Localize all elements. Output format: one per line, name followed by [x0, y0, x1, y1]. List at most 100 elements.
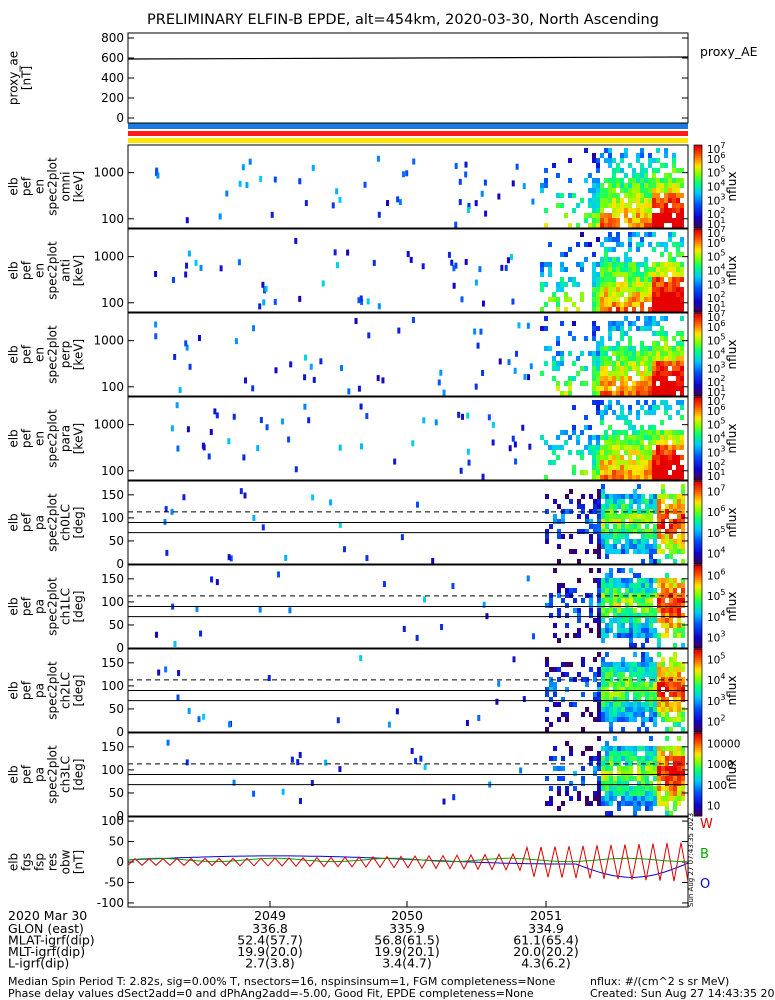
cell-pa-ch0: [637, 504, 641, 509]
ylabel-en-para-3: spec2plot: [46, 409, 60, 468]
cell-en-para: [616, 470, 620, 475]
cell-pa-ch3: [565, 741, 569, 746]
cell-en-anti: [672, 272, 676, 277]
cell-pa-ch0: [182, 494, 186, 501]
cell-pa-ch0: [665, 544, 669, 549]
cell-en-para: [608, 425, 612, 430]
cell-en-perp: [676, 371, 680, 376]
cell-pa-ch0: [681, 534, 685, 539]
cell-pa-ch2: [613, 672, 617, 677]
cell-en-perp: [680, 341, 684, 346]
cell-pa-ch3: [281, 788, 285, 795]
cell-pa-ch3: [645, 756, 649, 761]
cell-en-perp: [552, 376, 556, 381]
cbar-seg-pa-ch0: [694, 524, 702, 528]
cell-en-anti: [604, 257, 608, 262]
cell-pa-ch0: [661, 499, 665, 504]
cell-en-omni: [644, 173, 648, 178]
cell-en-omni: [396, 196, 400, 203]
cbar-exp: 6: [720, 403, 725, 412]
cbar-seg-en-anti: [694, 282, 702, 286]
cell-en-omni: [640, 188, 644, 193]
cbar-seg-en-omni: [694, 169, 702, 173]
cell-en-perp: [560, 351, 564, 356]
cell-en-omni: [604, 193, 608, 198]
cell-pa-ch0: [657, 534, 661, 539]
cbar-seg-en-para: [694, 465, 702, 469]
cell-pa-ch3: [609, 751, 613, 756]
cell-pa-ch3: [673, 781, 677, 786]
cell-en-anti: [258, 303, 262, 310]
cell-pa-ch3: [609, 746, 613, 751]
cell-pa-ch1: [649, 633, 653, 638]
cell-en-omni: [596, 223, 600, 228]
cbar-seg-en-omni: [694, 190, 702, 194]
cell-en-para: [652, 465, 656, 470]
cell-pa-ch1: [597, 633, 601, 638]
cbar-seg-en-para: [694, 405, 702, 408]
cbar-seg-en-perp: [694, 391, 702, 395]
cbar-seg-pa-ch0: [694, 528, 702, 532]
cell-en-para: [644, 410, 648, 415]
cell-en-omni: [656, 148, 660, 153]
cell-en-para: [616, 475, 620, 480]
cell-en-anti: [668, 287, 672, 292]
cell-pa-ch3: [581, 751, 585, 756]
cell-en-perp: [644, 346, 648, 351]
cell-pa-ch2: [617, 667, 621, 672]
cell-pa-ch1: [633, 623, 637, 628]
cell-pa-ch0: [657, 549, 661, 554]
cell-en-anti: [464, 258, 468, 265]
cell-pa-ch1: [673, 593, 677, 598]
cell-en-omni: [225, 190, 229, 197]
cell-en-omni: [273, 176, 277, 183]
cell-en-anti: [580, 297, 584, 302]
cell-pa-ch3: [633, 796, 637, 801]
cell-pa-ch3: [625, 751, 629, 756]
cell-pa-ch2: [605, 667, 609, 672]
cell-pa-ch1: [657, 618, 661, 623]
cell-en-anti: [680, 262, 684, 267]
cbar-seg-en-anti: [694, 299, 702, 303]
cell-en-para: [676, 470, 680, 475]
cell-en-para: [676, 430, 680, 435]
cell-en-para: [487, 414, 491, 421]
cbar-seg-pa-ch0: [694, 499, 702, 503]
cell-pa-ch0: [625, 524, 629, 529]
cell-en-perp: [676, 346, 680, 351]
cell-pa-ch1: [681, 583, 685, 588]
cell-en-perp: [188, 363, 192, 370]
cell-pa-ch1: [577, 578, 581, 583]
cell-en-omni: [628, 188, 632, 193]
cbar-exp: 3: [720, 360, 725, 369]
cell-pa-ch1: [601, 618, 605, 623]
cell-en-perp: [664, 341, 668, 346]
cbar-exp: 5: [720, 333, 725, 342]
cell-en-para: [600, 470, 604, 475]
cbar-seg-en-anti: [694, 262, 702, 265]
cell-pa-ch0: [637, 494, 641, 499]
cell-pa-ch0: [681, 519, 685, 524]
cell-pa-ch2: [613, 662, 617, 667]
cell-pa-ch1: [557, 593, 561, 598]
cell-pa-ch1: [629, 588, 633, 593]
cell-pa-ch1: [653, 628, 657, 633]
cell-en-para: [672, 450, 676, 455]
cbar-seg-pa-ch1: [694, 612, 702, 616]
cell-en-omni: [668, 178, 672, 183]
cell-pa-ch3: [629, 801, 633, 806]
cell-en-perp: [628, 336, 632, 341]
cell-pa-ch3: [677, 786, 681, 791]
cell-en-perp: [548, 346, 552, 351]
cbar-seg-en-para: [694, 469, 702, 473]
cell-en-para: [672, 440, 676, 445]
cell-pa-ch3: [597, 791, 601, 796]
cell-en-omni: [338, 196, 342, 203]
cell-en-para: [359, 443, 363, 450]
cell-pa-ch2: [609, 727, 613, 732]
cell-en-para: [584, 415, 588, 420]
cell-en-anti: [359, 295, 363, 302]
cell-en-perp: [668, 346, 672, 351]
cell-en-anti: [676, 302, 680, 307]
cell-en-para: [592, 435, 596, 440]
